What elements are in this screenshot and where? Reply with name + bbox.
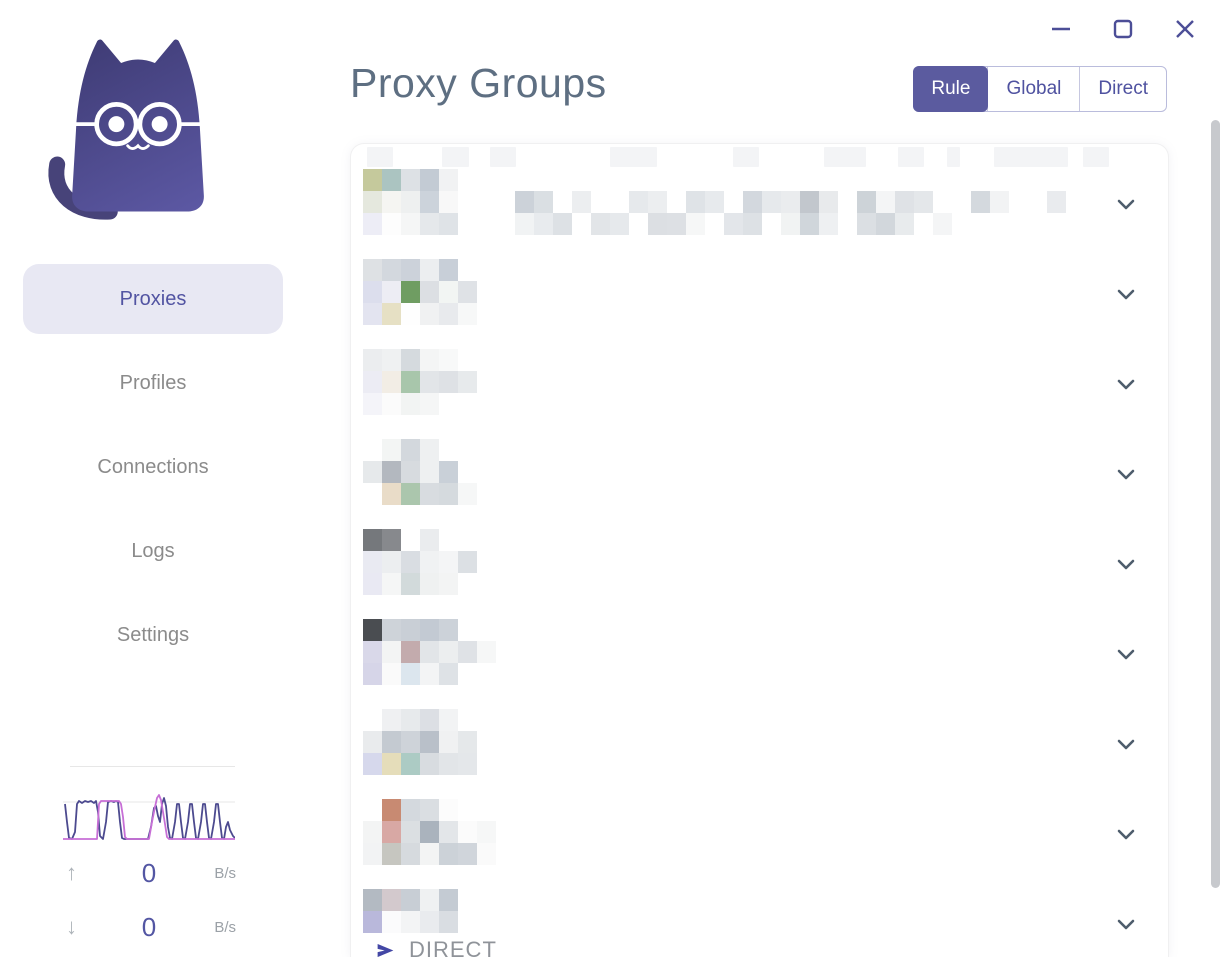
upload-speed-row: ↑ 0 B/s bbox=[66, 858, 236, 888]
minimize-icon bbox=[1048, 16, 1074, 42]
proxy-group-row[interactable] bbox=[351, 169, 1168, 259]
window-controls bbox=[1048, 16, 1198, 42]
sidebar-item-proxies[interactable]: Proxies bbox=[23, 264, 283, 334]
upload-speed-value: 0 bbox=[96, 858, 202, 889]
chevron-down-icon[interactable] bbox=[1114, 822, 1138, 846]
mode-direct-button[interactable]: Direct bbox=[1079, 67, 1166, 111]
chevron-down-icon[interactable] bbox=[1114, 732, 1138, 756]
censored-chip-strip bbox=[351, 147, 1168, 167]
sidebar-item-settings[interactable]: Settings bbox=[23, 600, 283, 670]
upload-arrow-icon: ↑ bbox=[66, 860, 96, 886]
group-rows: DIRECT bbox=[351, 169, 1168, 957]
censored-chip bbox=[490, 147, 516, 167]
proxy-group-row[interactable] bbox=[351, 259, 1168, 349]
sidebar: Proxies Profiles Connections Logs Settin… bbox=[0, 0, 350, 956]
proxy-group-row[interactable]: DIRECT bbox=[351, 889, 1168, 957]
close-icon bbox=[1172, 16, 1198, 42]
censored-chip bbox=[442, 147, 469, 167]
censored-chip bbox=[733, 147, 759, 167]
censored-group-content bbox=[363, 259, 477, 325]
sidebar-divider bbox=[70, 766, 235, 767]
chevron-down-icon[interactable] bbox=[1114, 642, 1138, 666]
censored-group-content bbox=[363, 619, 496, 685]
censored-chip bbox=[947, 147, 960, 167]
chevron-down-icon[interactable] bbox=[1114, 192, 1138, 216]
chevron-down-icon[interactable] bbox=[1114, 552, 1138, 576]
chevron-down-icon[interactable] bbox=[1114, 372, 1138, 396]
proxy-group-row[interactable] bbox=[351, 439, 1168, 529]
clash-cat-logo bbox=[44, 26, 232, 226]
traffic-graph bbox=[63, 792, 235, 844]
proxy-group-row[interactable] bbox=[351, 709, 1168, 799]
censored-group-content bbox=[363, 439, 477, 505]
censored-chip bbox=[1083, 147, 1109, 167]
censored-group-content bbox=[363, 799, 496, 865]
sidebar-nav: Proxies Profiles Connections Logs Settin… bbox=[0, 264, 306, 684]
censored-chip bbox=[610, 147, 657, 167]
censored-group-content bbox=[363, 169, 1066, 235]
proxy-group-row[interactable] bbox=[351, 799, 1168, 889]
close-button[interactable] bbox=[1172, 16, 1198, 42]
censored-group-content bbox=[363, 709, 477, 775]
download-speed-value: 0 bbox=[96, 912, 202, 943]
scrollbar-thumb[interactable] bbox=[1211, 120, 1220, 888]
sidebar-item-connections[interactable]: Connections bbox=[23, 432, 283, 502]
censored-group-content bbox=[363, 529, 477, 595]
chevron-down-icon[interactable] bbox=[1114, 462, 1138, 486]
maximize-button[interactable] bbox=[1110, 16, 1136, 42]
minimize-button[interactable] bbox=[1048, 16, 1074, 42]
censored-chip bbox=[367, 147, 393, 167]
maximize-icon bbox=[1110, 16, 1136, 42]
censored-group-content bbox=[363, 349, 477, 415]
page-title: Proxy Groups bbox=[350, 60, 607, 107]
censored-chip bbox=[824, 147, 866, 167]
sidebar-item-profiles[interactable]: Profiles bbox=[23, 348, 283, 418]
proxy-group-row[interactable] bbox=[351, 619, 1168, 709]
chevron-down-icon[interactable] bbox=[1114, 282, 1138, 306]
selected-proxy-label: DIRECT bbox=[409, 937, 497, 957]
upload-speed-unit: B/s bbox=[202, 865, 236, 882]
mode-global-button[interactable]: Global bbox=[987, 67, 1079, 111]
selected-proxy-line: DIRECT bbox=[375, 937, 497, 957]
censored-chip bbox=[994, 147, 1068, 167]
chevron-down-icon[interactable] bbox=[1114, 912, 1138, 936]
download-speed-row: ↓ 0 B/s bbox=[66, 912, 236, 942]
proxy-group-row[interactable] bbox=[351, 529, 1168, 619]
sidebar-item-logs[interactable]: Logs bbox=[23, 516, 283, 586]
outbound-mode-toggle: Rule Global Direct bbox=[913, 66, 1167, 112]
download-speed-unit: B/s bbox=[202, 919, 236, 936]
censored-group-content bbox=[363, 889, 458, 933]
mode-rule-button[interactable]: Rule bbox=[913, 66, 988, 112]
selected-proxy-arrow-icon bbox=[375, 940, 396, 957]
censored-chip bbox=[898, 147, 924, 167]
download-arrow-icon: ↓ bbox=[66, 914, 96, 940]
proxy-group-row[interactable] bbox=[351, 349, 1168, 439]
proxy-groups-card: DIRECT bbox=[350, 143, 1169, 957]
